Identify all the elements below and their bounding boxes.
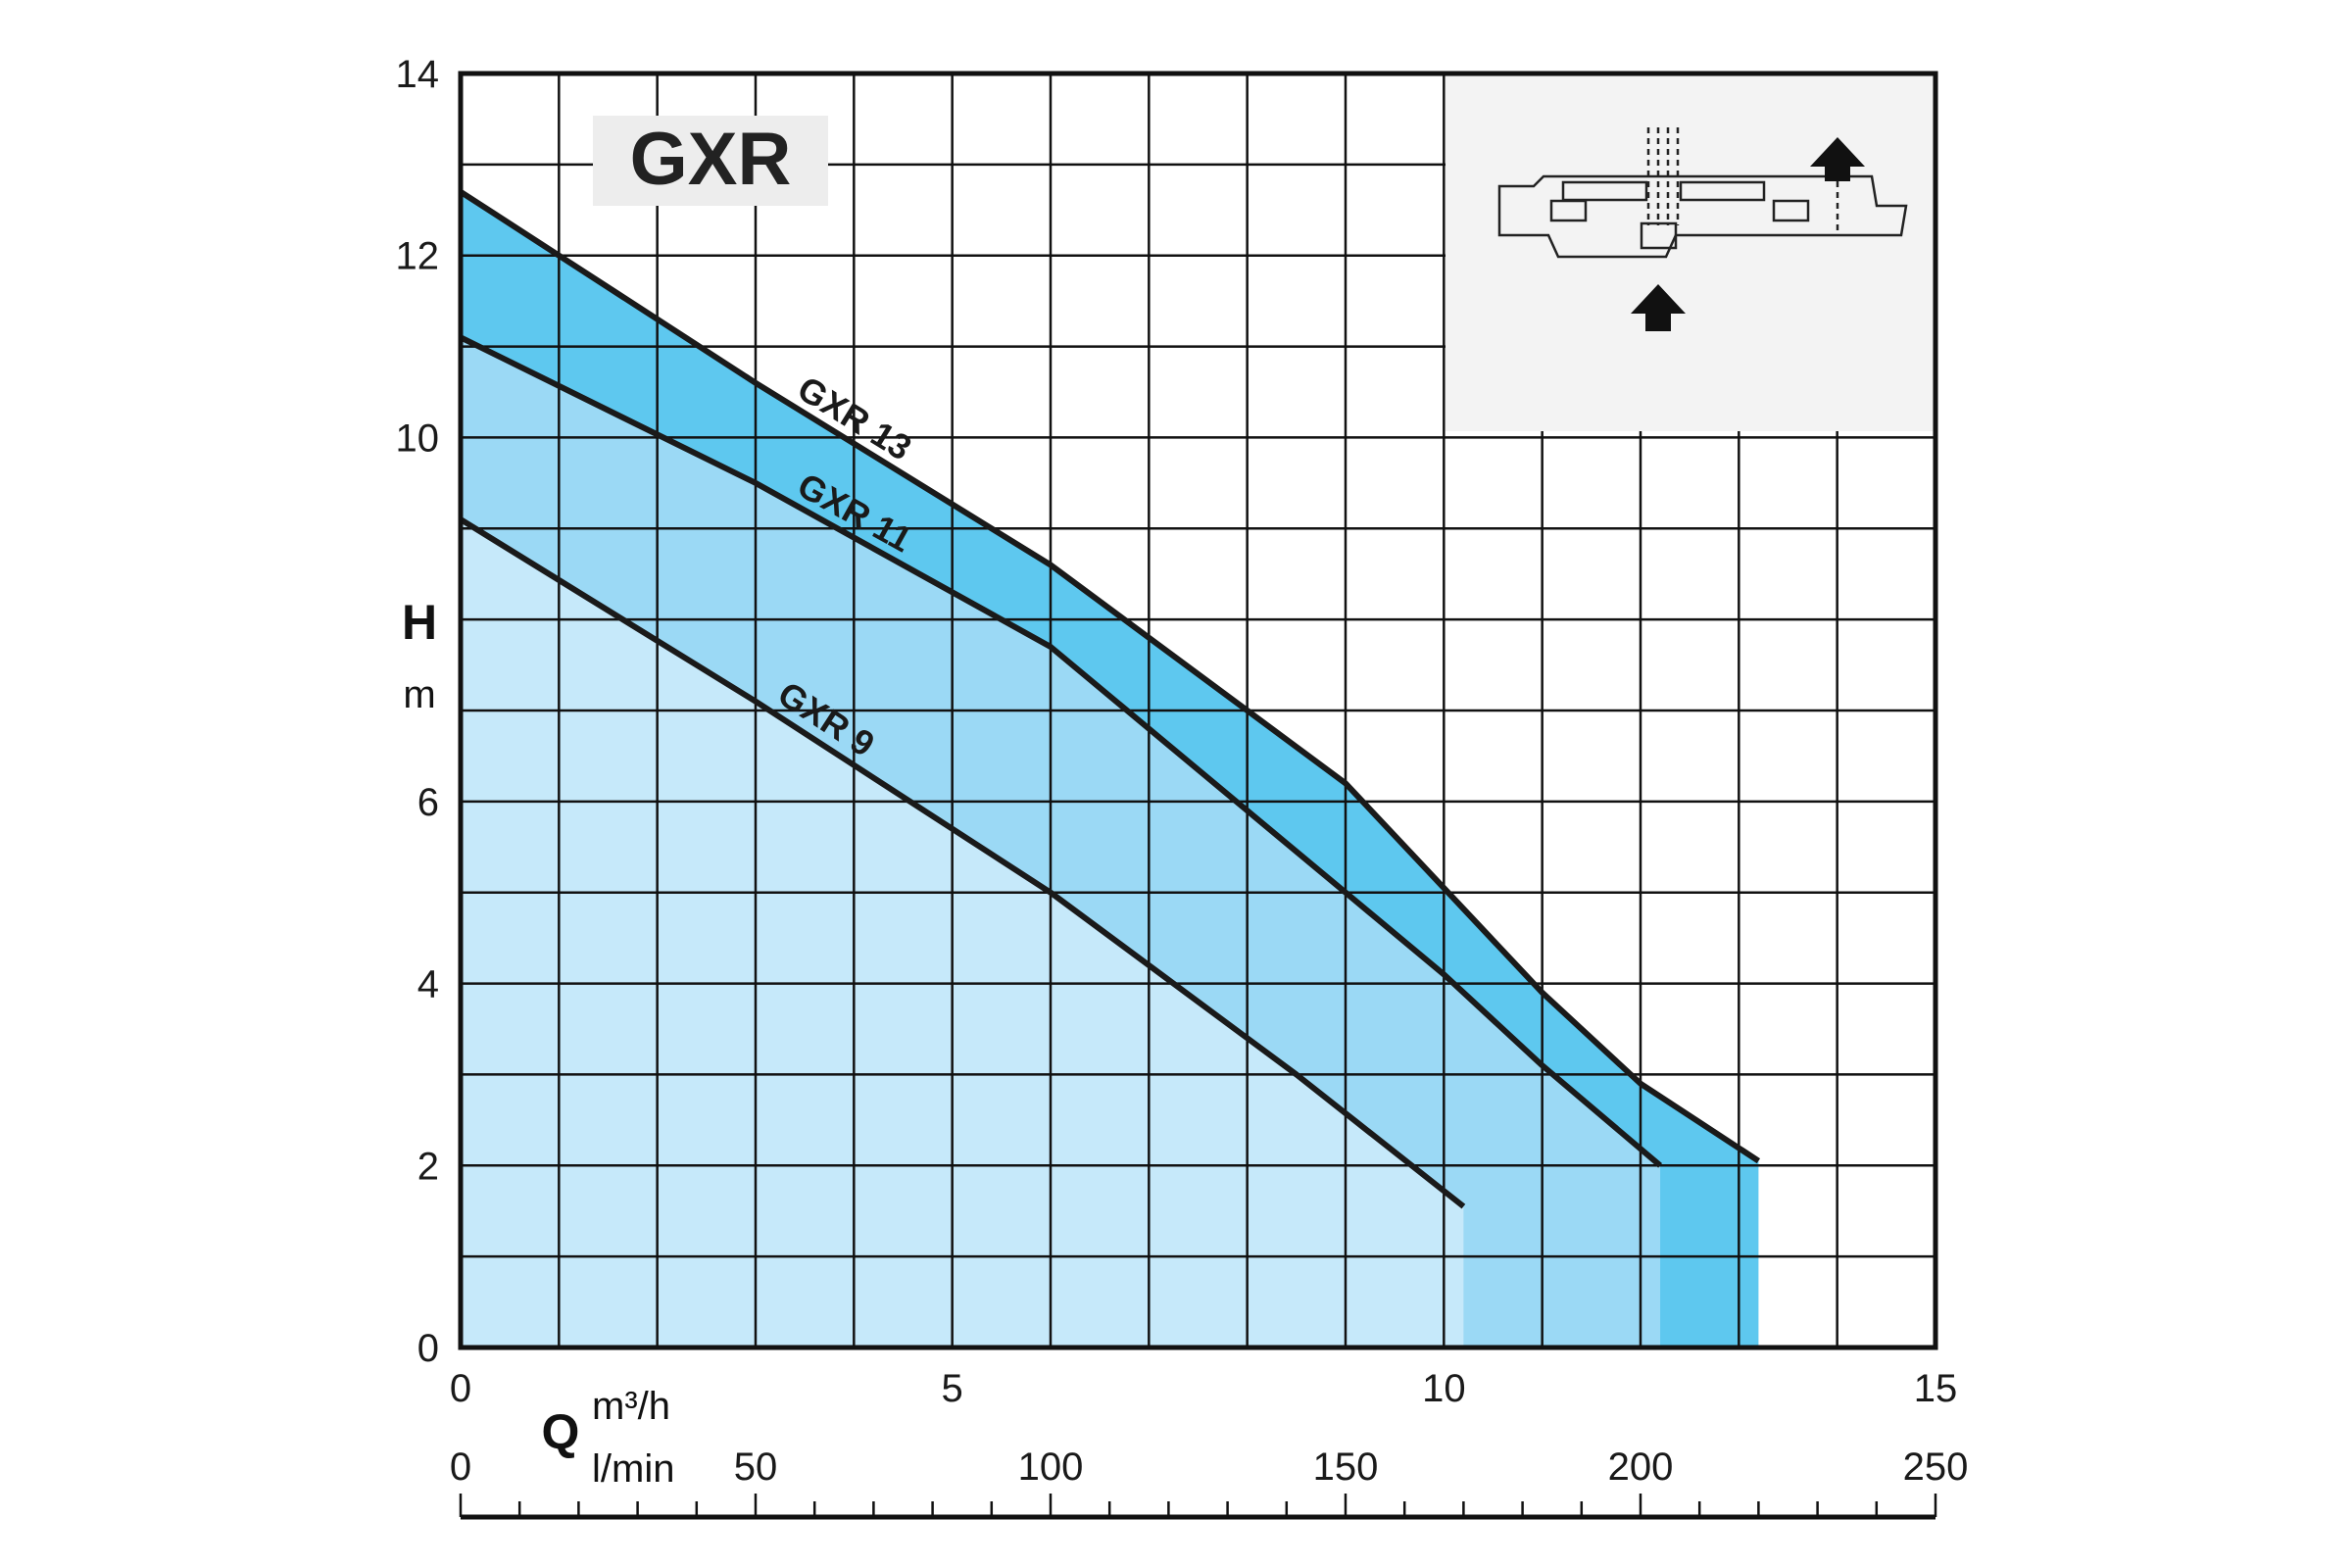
secondary-x-tick-label: 200 bbox=[1608, 1446, 1674, 1489]
secondary-x-tick-label: 50 bbox=[734, 1446, 778, 1489]
y-axis-symbol: H bbox=[402, 595, 437, 650]
x-axis-symbol: Q bbox=[542, 1404, 580, 1459]
plot-frame bbox=[458, 71, 1938, 1350]
curve-fill-areas bbox=[461, 191, 1759, 1348]
y-tick-label: 12 bbox=[396, 235, 440, 278]
chart-title: GXR bbox=[630, 118, 792, 201]
title-background bbox=[593, 116, 828, 206]
x-tick-labels: 0 5 10 15 bbox=[450, 1367, 1957, 1410]
secondary-x-tick-label: 100 bbox=[1018, 1446, 1084, 1489]
secondary-x-tick-label: 150 bbox=[1313, 1446, 1379, 1489]
x-axis-unit: m³/h bbox=[592, 1385, 670, 1428]
secondary-axis-ruler bbox=[459, 1494, 1937, 1520]
inlet-arrow-icon bbox=[1631, 284, 1686, 331]
secondary-x-tick-labels: 0 50 100 150 200 250 bbox=[450, 1446, 1969, 1489]
inset-background bbox=[1446, 74, 1936, 431]
curve-gxr-11 bbox=[459, 334, 1663, 1168]
y-tick-label: 4 bbox=[417, 963, 439, 1006]
secondary-x-axis-unit: l/min bbox=[592, 1447, 674, 1491]
curve-lines bbox=[459, 189, 1761, 1209]
pump-diagram-icon bbox=[1497, 127, 1908, 259]
y-tick-label: 6 bbox=[417, 781, 439, 824]
x-tick-label: 15 bbox=[1914, 1367, 1958, 1410]
curve-gxr-9 bbox=[459, 516, 1466, 1209]
secondary-x-tick-label: 0 bbox=[450, 1446, 471, 1489]
y-tick-label: 10 bbox=[396, 416, 440, 460]
y-tick-label: 2 bbox=[417, 1145, 439, 1188]
curve-gxr-13 bbox=[459, 189, 1761, 1164]
x-tick-label: 0 bbox=[450, 1367, 471, 1410]
fill-gxr-9 bbox=[461, 519, 1464, 1348]
y-tick-label: 0 bbox=[417, 1327, 439, 1370]
y-tick-label: 14 bbox=[396, 53, 440, 96]
secondary-x-tick-label: 250 bbox=[1903, 1446, 1969, 1489]
outlet-arrow-icon bbox=[1810, 137, 1865, 181]
plot-border bbox=[458, 71, 1938, 1350]
pump-diagram-inset bbox=[1446, 74, 1936, 431]
x-tick-label: 5 bbox=[942, 1367, 963, 1410]
y-tick-labels: 0 2 4 6 10 12 14 bbox=[396, 53, 440, 1370]
y-axis-unit: m bbox=[403, 673, 435, 716]
x-tick-label: 10 bbox=[1422, 1367, 1466, 1410]
